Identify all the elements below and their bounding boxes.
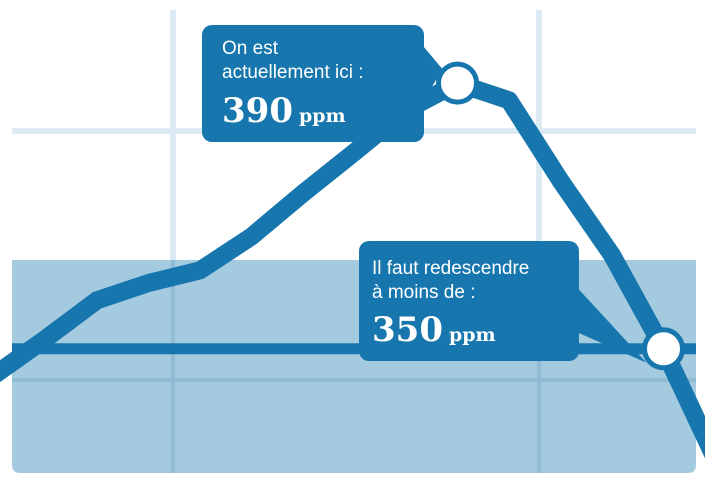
callout-current-unit: ppm <box>298 105 346 127</box>
callout-target-line1: Il faut redescendre <box>372 258 530 279</box>
callout-current-pointer-shape <box>418 40 443 110</box>
callout-current-line1: On est <box>222 38 278 59</box>
callout-target-reading: 350 ppm <box>372 313 565 347</box>
callout-current-line2: actuellement ici : <box>222 62 364 83</box>
target-level-marker <box>642 327 685 371</box>
co2-series-line <box>0 74 705 459</box>
callout-target-line2: à moins de : <box>372 282 476 303</box>
callout-target-pointer <box>572 282 647 363</box>
current-level-marker <box>436 61 479 105</box>
callout-target-value: 350 <box>372 310 443 350</box>
callout-current-reading: 390 ppm <box>222 94 404 128</box>
callout-current-pointer <box>418 40 443 110</box>
callout-target-unit: ppm <box>448 324 496 346</box>
callout-target-pointer-shape <box>572 282 647 363</box>
callout-target-level: Il faut redescendre à moins de : 350 ppm <box>359 241 579 361</box>
callout-current-value: 390 <box>222 91 293 131</box>
callout-current-level: On est actuellement ici : 390 ppm <box>202 25 424 142</box>
